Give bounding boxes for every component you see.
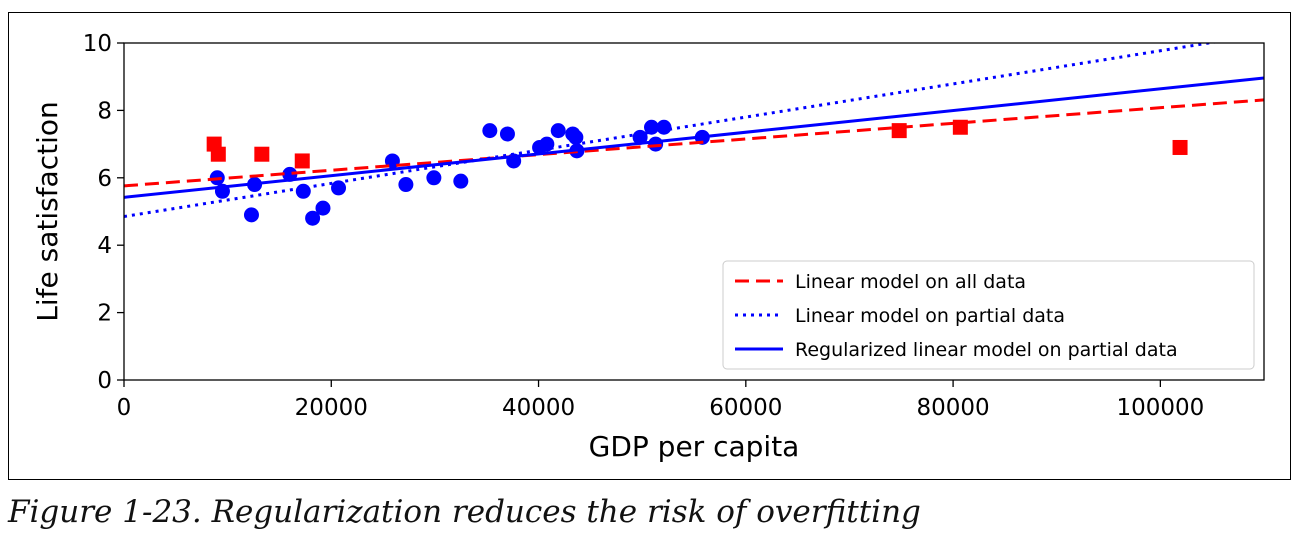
data-point-circle xyxy=(482,123,498,139)
data-point-circle xyxy=(632,129,648,145)
x-axis-label: GDP per capita xyxy=(589,430,800,463)
y-tick-label: 2 xyxy=(97,301,112,327)
data-point-circle xyxy=(398,177,414,193)
figure-frame: 0 20000 40000 60000 80000 100000 0 2 4 6 8 10 GDP pe… xyxy=(8,12,1291,480)
model-line-1 xyxy=(124,98,1264,188)
data-point-square xyxy=(1172,139,1188,155)
x-tick-label: 80000 xyxy=(917,395,990,421)
model-line-2 xyxy=(124,43,1219,219)
y-tick-label: 8 xyxy=(97,98,112,124)
figure-caption: Figure 1-23. Regularization reduces the … xyxy=(8,494,921,530)
data-point-circle xyxy=(243,207,259,223)
chart: 0 20000 40000 60000 80000 100000 0 2 4 6 8 10 GDP pe… xyxy=(31,31,1265,463)
y-axis-label: Life satisfaction xyxy=(31,101,64,322)
plot-area xyxy=(124,43,1264,226)
data-point-circle xyxy=(550,123,566,139)
legend-label-2: Linear model on partial data xyxy=(795,305,1065,327)
y-tick-label: 4 xyxy=(97,233,112,259)
legend-box xyxy=(722,260,1255,370)
y-tick-label: 10 xyxy=(83,31,112,57)
x-tick-label: 60000 xyxy=(709,395,782,421)
data-point-circle xyxy=(295,183,311,199)
data-point-circle xyxy=(305,210,321,226)
data-point-square xyxy=(210,146,226,162)
data-point-circle xyxy=(331,180,347,196)
data-point-circle xyxy=(315,200,331,216)
data-point-circle xyxy=(499,126,515,142)
x-tick-label: 100000 xyxy=(1116,395,1204,421)
model-line-3 xyxy=(124,76,1264,199)
legend-label-3: Regularized linear model on partial data xyxy=(795,339,1178,361)
data-point-square xyxy=(891,123,907,139)
legend-label-1: Linear model on all data xyxy=(795,271,1026,293)
data-point-square xyxy=(254,146,270,162)
x-tick-label: 0 xyxy=(117,395,132,421)
data-point-square xyxy=(294,153,310,169)
data-point-circle xyxy=(656,119,672,135)
data-point-circle xyxy=(426,170,442,186)
y-tick-label: 6 xyxy=(97,166,112,192)
x-tick-label: 20000 xyxy=(295,395,368,421)
data-point-circle xyxy=(568,129,584,145)
plot-border xyxy=(123,42,1265,381)
data-point-circle xyxy=(453,173,469,189)
y-tick-label: 0 xyxy=(97,368,112,394)
x-tick-label: 40000 xyxy=(502,395,575,421)
